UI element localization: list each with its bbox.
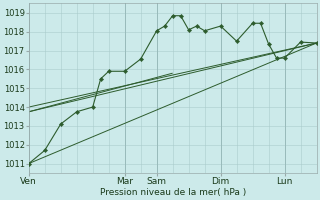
- X-axis label: Pression niveau de la mer( hPa ): Pression niveau de la mer( hPa ): [100, 188, 246, 197]
